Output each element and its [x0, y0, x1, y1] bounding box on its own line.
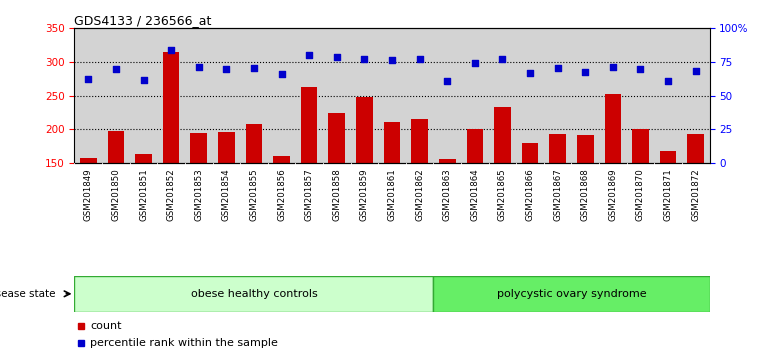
Text: GSM201869: GSM201869: [608, 169, 617, 221]
Text: GDS4133 / 236566_at: GDS4133 / 236566_at: [74, 14, 212, 27]
Text: GSM201853: GSM201853: [194, 169, 203, 221]
Text: GSM201857: GSM201857: [305, 169, 314, 221]
Point: [303, 52, 315, 58]
Text: GSM201862: GSM201862: [415, 169, 424, 221]
Point: [441, 78, 453, 84]
Bar: [135, 154, 152, 163]
Bar: [356, 97, 372, 163]
Point: [82, 76, 95, 81]
Bar: [522, 143, 539, 163]
Text: GSM201870: GSM201870: [636, 169, 645, 221]
Bar: [191, 133, 207, 163]
Text: percentile rank within the sample: percentile rank within the sample: [90, 338, 278, 348]
Point: [607, 64, 619, 69]
Text: GSM201867: GSM201867: [554, 169, 562, 221]
Bar: [660, 151, 677, 163]
Text: GSM201868: GSM201868: [581, 169, 590, 221]
Text: GSM201854: GSM201854: [222, 169, 230, 221]
Text: GSM201872: GSM201872: [691, 169, 700, 221]
Bar: [494, 107, 510, 163]
Text: GSM201871: GSM201871: [663, 169, 673, 221]
Text: GSM201859: GSM201859: [360, 169, 369, 221]
Point: [579, 69, 592, 75]
Text: GSM201863: GSM201863: [443, 169, 452, 221]
Bar: [80, 158, 96, 163]
Bar: [550, 134, 566, 163]
Text: GSM201856: GSM201856: [277, 169, 286, 221]
Text: GSM201865: GSM201865: [498, 169, 507, 221]
Bar: [632, 129, 649, 163]
Bar: [383, 122, 401, 163]
Point: [496, 56, 509, 62]
Point: [220, 66, 233, 72]
Point: [386, 57, 398, 63]
Point: [110, 66, 122, 72]
Bar: [74, 276, 434, 312]
Bar: [107, 131, 124, 163]
Point: [358, 56, 371, 62]
Point: [165, 47, 177, 53]
Point: [469, 60, 481, 65]
Text: obese healthy controls: obese healthy controls: [191, 289, 318, 299]
Point: [524, 70, 536, 76]
Bar: [604, 94, 621, 163]
Point: [551, 65, 564, 71]
Text: GSM201855: GSM201855: [249, 169, 259, 221]
Text: count: count: [90, 321, 122, 331]
Text: disease state: disease state: [0, 289, 55, 299]
Point: [413, 56, 426, 62]
Point: [689, 69, 702, 74]
Bar: [466, 129, 483, 163]
Text: GSM201858: GSM201858: [332, 169, 341, 221]
Bar: [301, 87, 318, 163]
Bar: [439, 159, 456, 163]
Bar: [163, 52, 180, 163]
Point: [137, 77, 150, 83]
Point: [331, 55, 343, 60]
Text: GSM201852: GSM201852: [167, 169, 176, 221]
Bar: [328, 113, 345, 163]
Text: GSM201850: GSM201850: [111, 169, 121, 221]
Bar: [577, 135, 593, 163]
Point: [662, 78, 674, 84]
Bar: [688, 134, 704, 163]
Bar: [245, 124, 262, 163]
Text: polycystic ovary syndrome: polycystic ovary syndrome: [496, 289, 646, 299]
Bar: [274, 156, 290, 163]
Text: GSM201851: GSM201851: [139, 169, 148, 221]
Bar: [434, 276, 710, 312]
Bar: [412, 119, 428, 163]
Text: GSM201866: GSM201866: [525, 169, 535, 221]
Text: GSM201849: GSM201849: [84, 169, 93, 221]
Point: [634, 66, 647, 72]
Point: [248, 65, 260, 71]
Bar: [218, 132, 234, 163]
Point: [192, 64, 205, 69]
Text: GSM201864: GSM201864: [470, 169, 479, 221]
Point: [275, 71, 288, 77]
Text: GSM201861: GSM201861: [387, 169, 397, 221]
